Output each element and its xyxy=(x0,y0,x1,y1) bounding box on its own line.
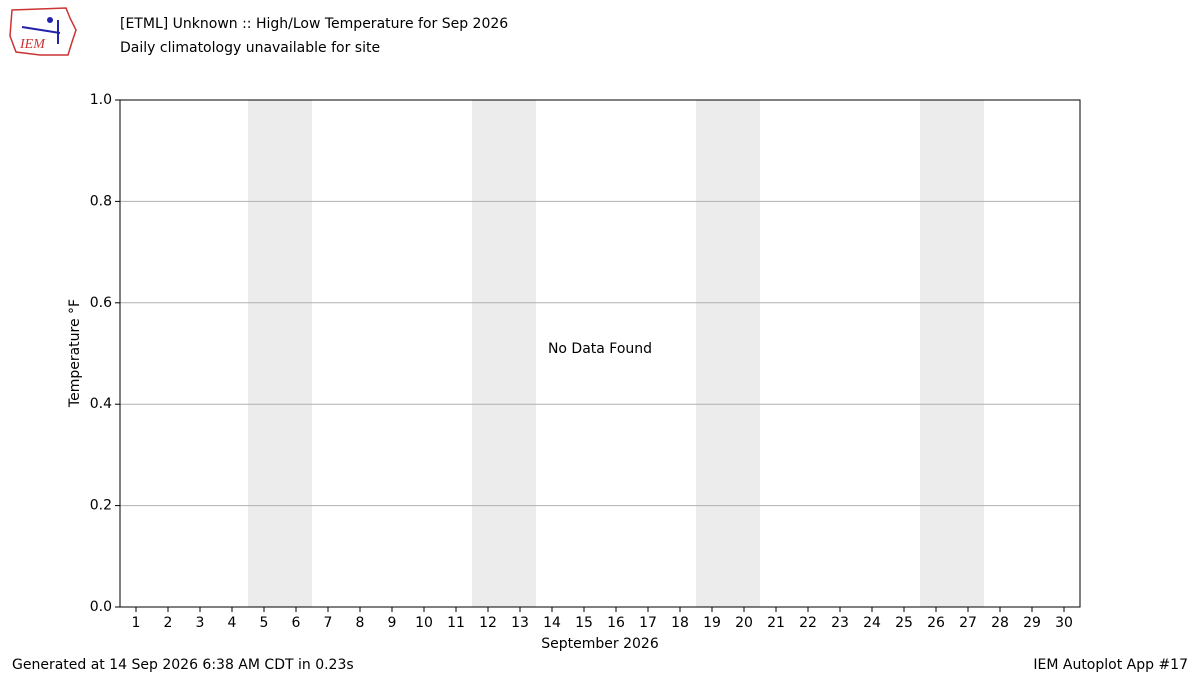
x-tick-label: 13 xyxy=(511,615,529,631)
x-tick-label: 17 xyxy=(639,615,657,631)
y-tick-label: 0.0 xyxy=(90,599,112,615)
x-tick-label: 10 xyxy=(415,615,433,631)
x-tick-label: 18 xyxy=(671,615,689,631)
y-tick-label: 0.2 xyxy=(90,498,112,514)
x-tick-label: 29 xyxy=(1023,615,1041,631)
x-tick-label: 19 xyxy=(703,615,721,631)
y-axis-label: Temperature °F xyxy=(67,299,83,408)
plot-frame xyxy=(119,99,1081,608)
chart-subtitle: Daily climatology unavailable for site xyxy=(120,40,380,56)
weekend-band xyxy=(248,100,312,607)
y-tick-label: 0.6 xyxy=(90,295,112,311)
plot-area: 0.00.20.40.60.81.01 2 3 4 5 6 7 8 9 10 11 12 13 14 15 1… xyxy=(90,92,1081,631)
footer-right: IEM Autoplot App #17 xyxy=(1033,657,1188,673)
x-tick-label: 26 xyxy=(927,615,945,631)
x-tick-label: 9 xyxy=(388,615,397,631)
x-tick-label: 5 xyxy=(260,615,269,631)
x-tick-label: 15 xyxy=(575,615,593,631)
x-tick-label: 14 xyxy=(543,615,561,631)
weekend-band xyxy=(472,100,536,607)
y-tick-label: 0.8 xyxy=(90,193,112,209)
x-tick-label: 25 xyxy=(895,615,913,631)
footer-left: Generated at 14 Sep 2026 6:38 AM CDT in … xyxy=(12,657,354,673)
x-tick-label: 20 xyxy=(735,615,753,631)
weekend-band xyxy=(920,100,984,607)
x-tick-label: 24 xyxy=(863,615,881,631)
logo: IEM xyxy=(9,7,77,56)
x-tick-label: 7 xyxy=(324,615,333,631)
x-tick-label: 30 xyxy=(1055,615,1073,631)
x-tick-label: 21 xyxy=(767,615,785,631)
x-tick-label: 2 xyxy=(164,615,173,631)
logo-text: IEM xyxy=(19,37,46,52)
x-tick-label: 23 xyxy=(831,615,849,631)
chart-title: [ETML] Unknown :: High/Low Temperature f… xyxy=(120,16,508,32)
x-tick-label: 16 xyxy=(607,615,625,631)
annotation: No Data Found xyxy=(548,341,652,357)
x-tick-label: 3 xyxy=(196,615,205,631)
x-tick-label: 22 xyxy=(799,615,817,631)
logo-cup xyxy=(47,17,53,23)
x-axis-label: September 2026 xyxy=(541,636,659,652)
x-tick-label: 27 xyxy=(959,615,977,631)
x-tick-label: 12 xyxy=(479,615,497,631)
x-tick-label: 6 xyxy=(292,615,301,631)
x-tick-label: 28 xyxy=(991,615,1009,631)
x-tick-label: 1 xyxy=(132,615,141,631)
x-tick-label: 8 xyxy=(356,615,365,631)
weekend-band xyxy=(696,100,760,607)
y-tick-label: 0.4 xyxy=(90,396,112,412)
y-tick-label: 1.0 xyxy=(90,92,112,108)
logo-outline xyxy=(9,7,77,56)
x-tick-label: 4 xyxy=(228,615,237,631)
logo-vane xyxy=(21,26,61,34)
x-tick-label: 11 xyxy=(447,615,465,631)
